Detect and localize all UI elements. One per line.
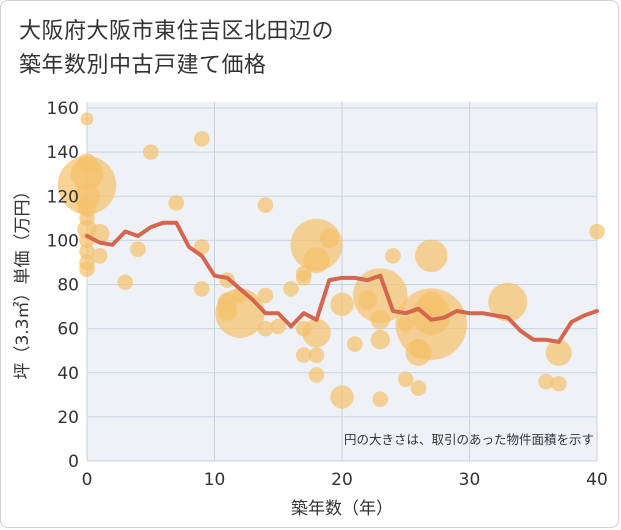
- bubble: [303, 247, 330, 274]
- y-tick-label: 100: [47, 231, 79, 251]
- bubble: [330, 292, 354, 317]
- bubble: [415, 239, 448, 273]
- bubble: [319, 228, 339, 248]
- y-tick-label: 160: [47, 99, 79, 119]
- bubble: [357, 290, 378, 310]
- bubble: [330, 385, 354, 409]
- bubble: [410, 380, 427, 396]
- size-note: 円の大きさは、取引のあった物件面積を示す: [344, 432, 594, 447]
- bubble: [308, 347, 325, 363]
- chart-title: 大阪府大阪市東住吉区北田辺の 築年数別中古戸建て価格: [19, 15, 579, 83]
- bubble: [79, 261, 95, 277]
- bubble: [257, 320, 274, 337]
- bubble-series: [57, 112, 605, 409]
- x-tick-label: 30: [459, 470, 481, 490]
- y-tick-labels: 0 20 40 60 80 100 120 140 160: [47, 99, 79, 472]
- bubble: [79, 210, 95, 227]
- bubble: [295, 347, 312, 363]
- bubble: [283, 281, 299, 297]
- bubble: [589, 223, 605, 240]
- bubble: [168, 195, 185, 211]
- bubble: [142, 144, 159, 160]
- bubble: [346, 336, 363, 352]
- bubble: [270, 318, 287, 335]
- bubble: [77, 197, 97, 218]
- bubble: [193, 281, 210, 297]
- bubble: [257, 197, 274, 213]
- chart-title-line2: 築年数別中古戸建て価格: [19, 53, 267, 78]
- bubble: [193, 131, 210, 147]
- y-tick-label: 60: [57, 320, 79, 340]
- x-axis-label: 築年数（年）: [291, 499, 393, 519]
- bubble: [79, 243, 95, 260]
- y-tick-label: 20: [57, 408, 79, 428]
- bubble: [295, 320, 312, 337]
- bubble: [130, 241, 146, 257]
- x-tick-label: 0: [82, 470, 93, 490]
- bubble: [550, 375, 567, 392]
- bubble: [80, 112, 94, 126]
- y-tick-label: 120: [47, 187, 79, 207]
- y-tick-label: 80: [57, 276, 79, 296]
- x-tick-label: 20: [331, 470, 353, 490]
- bubble: [308, 367, 325, 383]
- x-tick-labels: 0 10 20 30 40: [82, 470, 608, 490]
- x-tick-label: 40: [586, 470, 608, 490]
- bubble: [77, 153, 97, 173]
- bubble: [257, 287, 274, 304]
- bubble: [117, 274, 134, 291]
- bubble: [397, 316, 414, 333]
- bubble: [408, 338, 429, 359]
- bubble: [217, 301, 237, 321]
- trend-line: [85, 220, 599, 344]
- y-tick-label: 40: [57, 364, 79, 384]
- bubble: [385, 248, 401, 264]
- bubble: [370, 310, 390, 330]
- bubble: [397, 371, 414, 388]
- bubble: [370, 329, 390, 350]
- bubble: [91, 248, 108, 264]
- x-tick-label: 10: [204, 470, 226, 490]
- y-axis-label: 坪（3.3㎡）単価（万円）: [13, 182, 33, 379]
- bubble: [545, 339, 572, 366]
- bubble: [488, 282, 528, 322]
- bubble: [295, 270, 312, 286]
- bubble: [418, 291, 445, 318]
- y-tick-label: 0: [68, 452, 79, 472]
- y-tick-label: 140: [47, 143, 79, 163]
- bubble: [372, 391, 389, 408]
- chart-title-line1: 大阪府大阪市東住吉区北田辺の: [19, 19, 335, 44]
- bubble: [538, 373, 554, 390]
